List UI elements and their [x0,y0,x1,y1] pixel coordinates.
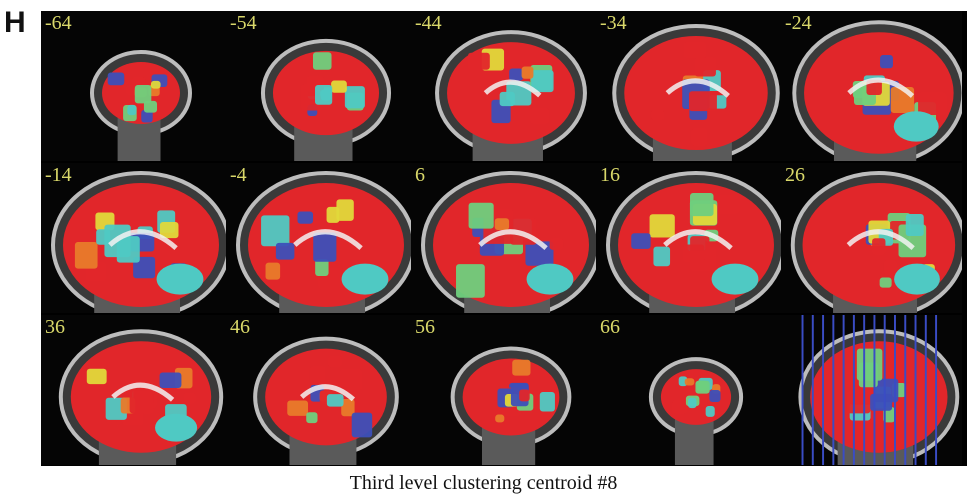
slice-coordinate-label: -44 [415,12,442,34]
brain-slice-tile: 66 [596,315,781,465]
brain-slice-tile: 46 [226,315,411,465]
brain-slice-tile: 6 [411,163,596,313]
figure-caption: Third level clustering centroid #8 [349,472,618,494]
slice-coordinate-label: -24 [785,12,812,34]
slice-coordinate-label: -64 [45,12,72,34]
brain-slice-tile: -4 [226,163,411,313]
slice-coordinate-label: 16 [600,164,620,186]
slice-coordinate-label: -14 [45,164,72,186]
brain-slice-grid: -64 -54 -44 -34 -24 -14 -4 6 16 26 36 46 56 66 [41,11,967,466]
brain-slice-tile: -44 [411,11,596,161]
brain-slice-tile: -34 [596,11,781,161]
slice-coordinate-label: 46 [230,316,250,338]
brain-slice-tile: 56 [411,315,596,465]
slice-coordinate-label: 56 [415,316,435,338]
slice-coordinate-label: -54 [230,12,257,34]
slice-locator-tile [781,315,962,465]
slice-coordinate-label: -34 [600,12,627,34]
slice-coordinate-label: 66 [600,316,620,338]
brain-slice-tile: -64 [41,11,226,161]
brain-slice-tile: -24 [781,11,962,161]
brain-slice-tile: -54 [226,11,411,161]
brain-slice-tile: 36 [41,315,226,465]
slice-coordinate-label: 26 [785,164,805,186]
brain-slice-tile: 26 [781,163,962,313]
slice-coordinate-label: -4 [230,164,247,186]
panel-letter: H [4,6,26,39]
brain-slice-tile: -14 [41,163,226,313]
slice-coordinate-label: 36 [45,316,65,338]
slice-coordinate-label: 6 [415,164,425,186]
brain-slice-tile: 16 [596,163,781,313]
